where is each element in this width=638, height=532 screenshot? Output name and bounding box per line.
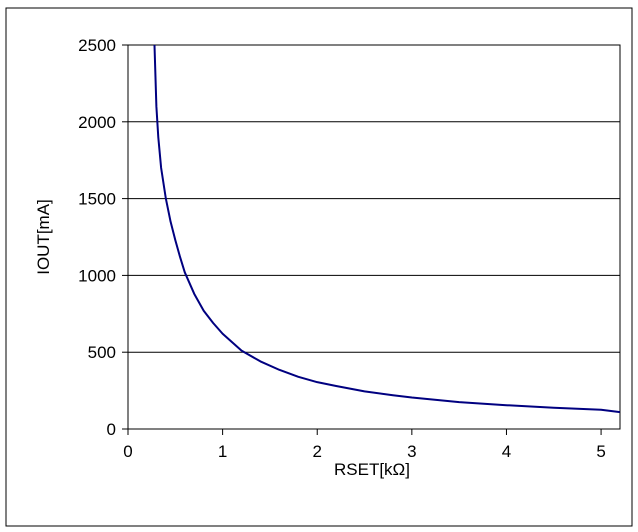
x-tick-label-5: 5 [596,442,605,461]
tick-labels: 0 1 2 3 4 5 0 500 1000 1500 2000 2500 [78,36,606,461]
y-tick-label-2500: 2500 [78,36,116,55]
x-tick-label-2: 2 [312,442,321,461]
x-tick-label-1: 1 [218,442,227,461]
y-tick-label-1000: 1000 [78,266,116,285]
chart-outer-border [5,7,633,527]
plot-frame [127,44,621,430]
y-tick-label-500: 500 [88,343,116,362]
x-axis-title: RSET[kΩ] [334,460,410,479]
y-tick-label-1500: 1500 [78,190,116,209]
y-axis-title: IOUT[mA] [34,199,53,275]
y-tick-label-0: 0 [107,420,116,439]
series-line-0 [153,44,621,414]
x-tick-label-3: 3 [407,442,416,461]
y-tick-label-2000: 2000 [78,113,116,132]
x-tick-label-0: 0 [123,442,132,461]
x-tick-label-4: 4 [502,442,511,461]
plot-area-frame [127,44,621,430]
series-layer [153,44,621,414]
